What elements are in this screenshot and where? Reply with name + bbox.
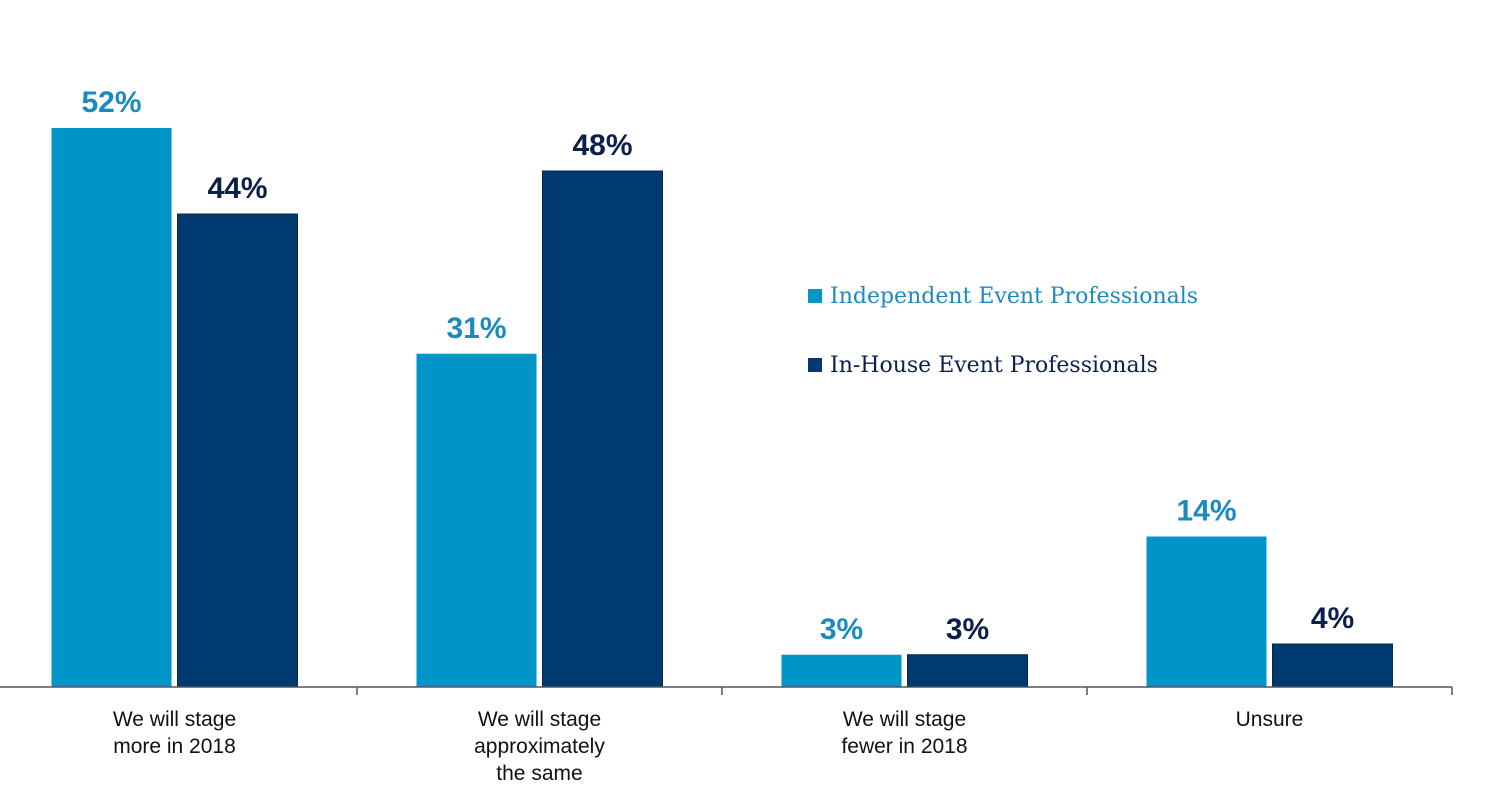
legend-label-independent: Independent Event Professionals xyxy=(830,284,1198,309)
category-label-line: approximately xyxy=(474,735,605,758)
category-label: We will stage fewer in 2018 xyxy=(841,708,967,758)
legend-swatch-independent xyxy=(808,289,822,303)
data-label: 3% xyxy=(820,613,863,646)
legend-label-in-house: In-House Event Professionals xyxy=(830,353,1158,378)
bars-layer: 52% 44% 31% 48% 3% 3% 14% 4% xyxy=(51,86,1393,688)
data-label: 4% xyxy=(1311,602,1354,635)
category-label: We will stage approximately the same xyxy=(474,708,605,785)
category-label-line: Unsure xyxy=(1236,708,1304,731)
bar-independent-3 xyxy=(1146,536,1267,687)
category-label-line: We will stage xyxy=(478,708,601,731)
x-axis: We will stage more in 2018 We will stage ap… xyxy=(0,686,1453,785)
bar-in-house-0 xyxy=(177,213,298,688)
data-label: 48% xyxy=(572,129,632,162)
legend-swatch-in-house xyxy=(808,358,822,372)
bar-in-house-2 xyxy=(907,654,1028,688)
category-label-line: more in 2018 xyxy=(113,735,236,758)
bar-in-house-1 xyxy=(542,170,663,688)
category-label-line: We will stage xyxy=(113,708,236,731)
data-label: 44% xyxy=(207,172,267,205)
category-label: We will stage more in 2018 xyxy=(113,708,236,758)
data-label: 3% xyxy=(946,613,989,646)
bar-independent-0 xyxy=(51,128,172,687)
bar-independent-2 xyxy=(781,654,902,687)
legend: Independent Event Professionals In-House … xyxy=(808,284,1198,378)
data-label: 14% xyxy=(1176,495,1236,528)
data-label: 31% xyxy=(446,312,506,345)
bar-independent-1 xyxy=(416,353,537,687)
bar-in-house-3 xyxy=(1272,643,1393,688)
category-label-line: the same xyxy=(496,762,582,785)
category-label-line: fewer in 2018 xyxy=(841,735,967,758)
data-label: 52% xyxy=(81,86,141,119)
category-label: Unsure xyxy=(1236,708,1304,731)
category-label-line: We will stage xyxy=(843,708,966,731)
